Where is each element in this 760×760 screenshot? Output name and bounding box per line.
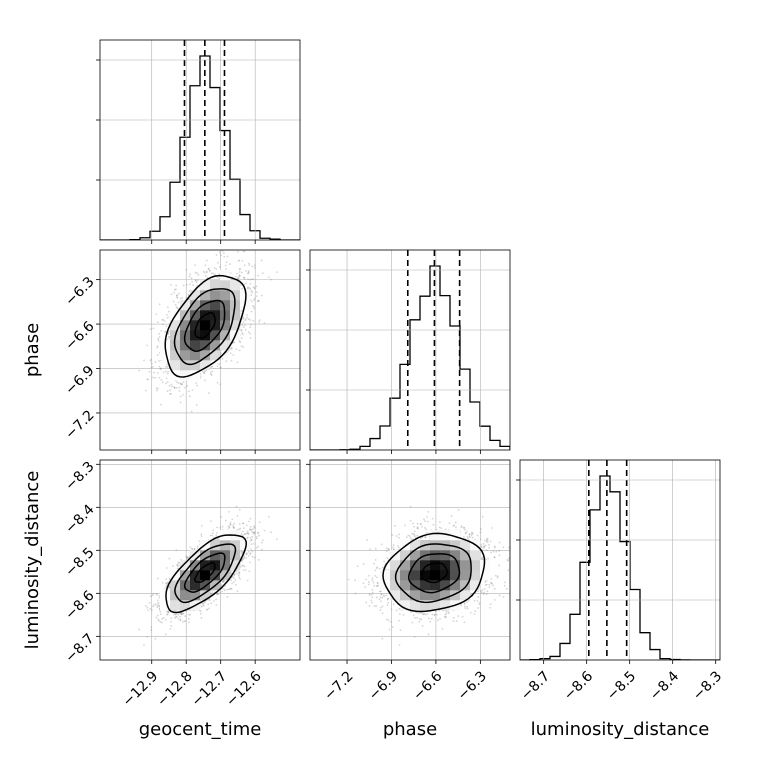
- histogram-step: [100, 55, 300, 240]
- y-tick-label: −6.3: [62, 274, 97, 309]
- contour-line: [173, 288, 236, 366]
- x-tick-label: −6.9: [366, 668, 401, 703]
- x-tick-label: −12.6: [223, 668, 265, 710]
- contour-line: [174, 543, 237, 604]
- scatter-panel-geocent_time-luminosity_distance: −12.9−12.8−12.7−12.6 −8.7 −8.6 −8.5 −8.4 −8.3: [62, 459, 301, 710]
- x-tick-label: −8.3: [690, 668, 725, 703]
- density-blocks: [160, 530, 251, 611]
- scatter-panel-phase-luminosity_distance: −7.2 −6.9 −6.6 −6.3: [306, 459, 511, 704]
- panel-frame: [99, 39, 301, 241]
- x-tick-label: −8.6: [561, 668, 596, 703]
- contour-line: [164, 274, 247, 378]
- x-tick-label: −12.7: [189, 668, 231, 710]
- contour-line: [382, 532, 486, 613]
- x-tick-label: −6.3: [455, 668, 490, 703]
- contour-line: [194, 561, 216, 583]
- x-tick-label: −8.7: [518, 668, 553, 703]
- x-tick-label: −12.9: [120, 668, 162, 710]
- panel-frame: [99, 249, 301, 451]
- y-tick-label: −8.5: [62, 545, 97, 580]
- contour-line: [194, 311, 216, 339]
- y-tick-label: −8.4: [62, 502, 97, 537]
- x-tick-label: −8.4: [647, 668, 682, 703]
- y-tick-label: −8.3: [62, 459, 97, 494]
- contour-line: [407, 553, 461, 594]
- contour-line: [165, 534, 247, 614]
- panel-frame: [519, 459, 721, 661]
- x-tick-label: −12.8: [154, 668, 196, 710]
- contour-line: [183, 552, 226, 593]
- histogram-step: [520, 475, 720, 660]
- y-tick-label: −8.7: [62, 631, 97, 666]
- hist-panel-phase: [306, 249, 511, 454]
- y-tick-label: −6.9: [62, 363, 97, 398]
- hist-panel-geocent_time: [96, 39, 301, 244]
- y-tick-label: −7.2: [62, 407, 97, 442]
- y-axis-label-luminosity_distance: luminosity_distance: [22, 471, 43, 650]
- panel-frame: [309, 459, 511, 661]
- x-axis-label-phase: phase: [383, 719, 437, 740]
- panel-frame: [99, 459, 301, 661]
- y-tick-label: −8.6: [62, 588, 97, 623]
- x-axis-label-luminosity_distance: luminosity_distance: [531, 719, 710, 740]
- hist-panel-luminosity_distance: −8.7 −8.6 −8.5 −8.4 −8.3: [516, 459, 725, 704]
- scatter-panel-geocent_time-phase: −7.2 −6.9 −6.6 −6.3: [62, 249, 301, 454]
- contour-line: [421, 562, 449, 584]
- x-tick-label: −8.5: [604, 668, 639, 703]
- histogram-step: [310, 265, 510, 450]
- x-tick-label: −7.2: [321, 668, 356, 703]
- x-tick-label: −6.6: [410, 668, 445, 703]
- y-tick-label: −6.6: [62, 318, 97, 353]
- contour-line: [183, 299, 226, 352]
- x-axis-label-geocent_time: geocent_time: [139, 719, 262, 740]
- panel-frame: [309, 249, 511, 451]
- y-axis-label-phase: phase: [22, 323, 43, 377]
- contour-line: [394, 543, 472, 604]
- density-blocks: [160, 270, 251, 381]
